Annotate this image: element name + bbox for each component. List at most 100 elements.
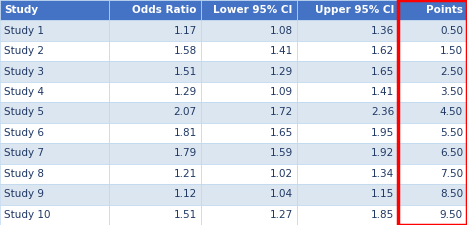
Text: 1.85: 1.85 bbox=[371, 210, 394, 220]
Bar bbox=[109, 164, 201, 184]
Bar bbox=[297, 61, 398, 82]
Text: 1.81: 1.81 bbox=[173, 128, 197, 138]
Bar bbox=[297, 82, 398, 102]
Text: 1.41: 1.41 bbox=[269, 46, 293, 56]
Bar bbox=[109, 20, 201, 41]
Text: Study 6: Study 6 bbox=[4, 128, 44, 138]
Text: Upper 95% CI: Upper 95% CI bbox=[315, 5, 394, 15]
Bar bbox=[109, 205, 201, 225]
Bar bbox=[201, 0, 297, 20]
Text: 5.50: 5.50 bbox=[440, 128, 463, 138]
Bar bbox=[201, 41, 297, 61]
Text: Study 8: Study 8 bbox=[4, 169, 44, 179]
Text: 1.02: 1.02 bbox=[269, 169, 293, 179]
Bar bbox=[109, 82, 201, 102]
Bar bbox=[201, 61, 297, 82]
Text: 1.15: 1.15 bbox=[371, 189, 394, 199]
Text: 1.04: 1.04 bbox=[269, 189, 293, 199]
Bar bbox=[109, 184, 201, 205]
Bar bbox=[398, 205, 467, 225]
Text: 8.50: 8.50 bbox=[440, 189, 463, 199]
Bar bbox=[297, 102, 398, 123]
Text: 2.50: 2.50 bbox=[440, 67, 463, 76]
Bar bbox=[398, 41, 467, 61]
Bar bbox=[398, 20, 467, 41]
Text: 1.29: 1.29 bbox=[173, 87, 197, 97]
Bar bbox=[297, 143, 398, 164]
Text: 9.50: 9.50 bbox=[440, 210, 463, 220]
Bar bbox=[109, 143, 201, 164]
Text: 7.50: 7.50 bbox=[440, 169, 463, 179]
Bar bbox=[398, 82, 467, 102]
Text: 1.59: 1.59 bbox=[269, 148, 293, 158]
Text: Study: Study bbox=[4, 5, 38, 15]
Text: 1.17: 1.17 bbox=[173, 26, 197, 36]
Text: 1.72: 1.72 bbox=[269, 108, 293, 117]
Bar bbox=[398, 0, 467, 225]
Bar bbox=[109, 61, 201, 82]
Text: Study 7: Study 7 bbox=[4, 148, 44, 158]
Text: 1.79: 1.79 bbox=[173, 148, 197, 158]
Text: 1.58: 1.58 bbox=[173, 46, 197, 56]
Bar bbox=[201, 205, 297, 225]
Bar bbox=[297, 123, 398, 143]
Bar bbox=[297, 184, 398, 205]
Bar bbox=[0, 102, 109, 123]
Text: 1.50: 1.50 bbox=[440, 46, 463, 56]
Bar bbox=[398, 164, 467, 184]
Bar bbox=[109, 41, 201, 61]
Text: Study 4: Study 4 bbox=[4, 87, 44, 97]
Text: 1.12: 1.12 bbox=[173, 189, 197, 199]
Bar bbox=[0, 41, 109, 61]
Bar bbox=[398, 61, 467, 82]
Bar bbox=[398, 143, 467, 164]
Text: Study 9: Study 9 bbox=[4, 189, 44, 199]
Text: 1.65: 1.65 bbox=[269, 128, 293, 138]
Text: 2.36: 2.36 bbox=[371, 108, 394, 117]
Text: Study 5: Study 5 bbox=[4, 108, 44, 117]
Text: 0.50: 0.50 bbox=[440, 26, 463, 36]
Text: Study 3: Study 3 bbox=[4, 67, 44, 76]
Text: 1.21: 1.21 bbox=[173, 169, 197, 179]
Bar bbox=[0, 205, 109, 225]
Bar bbox=[0, 61, 109, 82]
Text: 1.09: 1.09 bbox=[269, 87, 293, 97]
Bar bbox=[0, 20, 109, 41]
Bar bbox=[297, 205, 398, 225]
Text: 1.08: 1.08 bbox=[269, 26, 293, 36]
Text: 1.95: 1.95 bbox=[371, 128, 394, 138]
Text: 4.50: 4.50 bbox=[440, 108, 463, 117]
Bar bbox=[201, 20, 297, 41]
Bar bbox=[0, 143, 109, 164]
Text: Lower 95% CI: Lower 95% CI bbox=[213, 5, 293, 15]
Bar bbox=[201, 82, 297, 102]
Bar bbox=[398, 123, 467, 143]
Bar bbox=[201, 164, 297, 184]
Text: 1.51: 1.51 bbox=[173, 67, 197, 76]
Text: 3.50: 3.50 bbox=[440, 87, 463, 97]
Bar bbox=[0, 0, 109, 20]
Text: 6.50: 6.50 bbox=[440, 148, 463, 158]
Text: 1.36: 1.36 bbox=[371, 26, 394, 36]
Bar bbox=[297, 20, 398, 41]
Text: 1.29: 1.29 bbox=[269, 67, 293, 76]
Text: 1.62: 1.62 bbox=[371, 46, 394, 56]
Bar bbox=[201, 102, 297, 123]
Text: Study 10: Study 10 bbox=[4, 210, 50, 220]
Bar bbox=[109, 0, 201, 20]
Text: 1.34: 1.34 bbox=[371, 169, 394, 179]
Text: 2.07: 2.07 bbox=[173, 108, 197, 117]
Text: 1.92: 1.92 bbox=[371, 148, 394, 158]
Bar bbox=[398, 0, 467, 20]
Text: Odds Ratio: Odds Ratio bbox=[132, 5, 197, 15]
Bar bbox=[398, 102, 467, 123]
Bar bbox=[109, 102, 201, 123]
Bar bbox=[297, 41, 398, 61]
Bar bbox=[0, 123, 109, 143]
Text: 1.27: 1.27 bbox=[269, 210, 293, 220]
Bar bbox=[0, 184, 109, 205]
Text: 1.51: 1.51 bbox=[173, 210, 197, 220]
Bar bbox=[201, 143, 297, 164]
Bar bbox=[201, 184, 297, 205]
Bar bbox=[398, 184, 467, 205]
